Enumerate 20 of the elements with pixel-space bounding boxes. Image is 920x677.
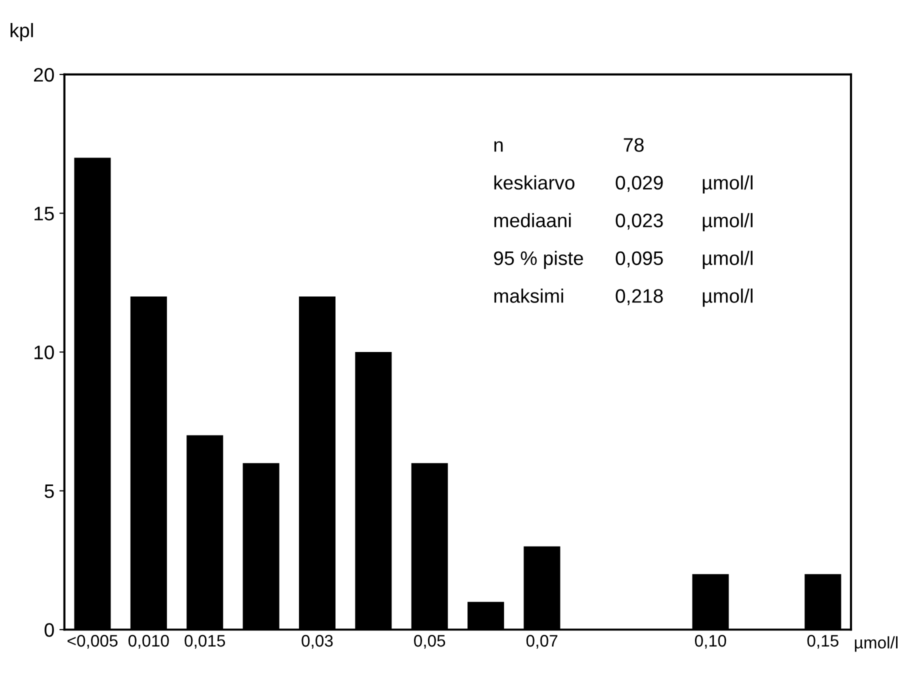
text: keskiarvo 0,029 µmol/l [494,175,753,194]
x-tick-label: 0,15 [807,634,838,649]
x-axis-title: µmol/l [854,636,898,652]
y-tick-label: 15 [34,206,54,220]
text: maksimi 0,218 µmol/l [494,288,753,307]
y-axis-title: kpl [10,23,33,42]
x-tick-label: 0,05 [414,634,446,649]
x-tick-label: 0,10 [694,634,726,649]
x-tick-label: 0,015 [184,634,226,649]
text: n 78 [494,138,644,152]
x-tick-label: 0,07 [526,634,558,649]
y-tick-label: 20 [34,68,54,82]
y-tick-label: 0 [44,623,54,637]
x-tick-label: 0,03 [302,634,333,649]
y-tick-label: 10 [34,346,54,360]
text: 95 % piste 0,095 µmol/l [494,250,753,269]
y-tick-label: 5 [44,484,54,498]
text: mediaani 0,023 µmol/l [494,213,753,232]
x-tick-label: 0,010 [128,634,169,649]
x-tick-label: <0,005 [68,634,118,649]
